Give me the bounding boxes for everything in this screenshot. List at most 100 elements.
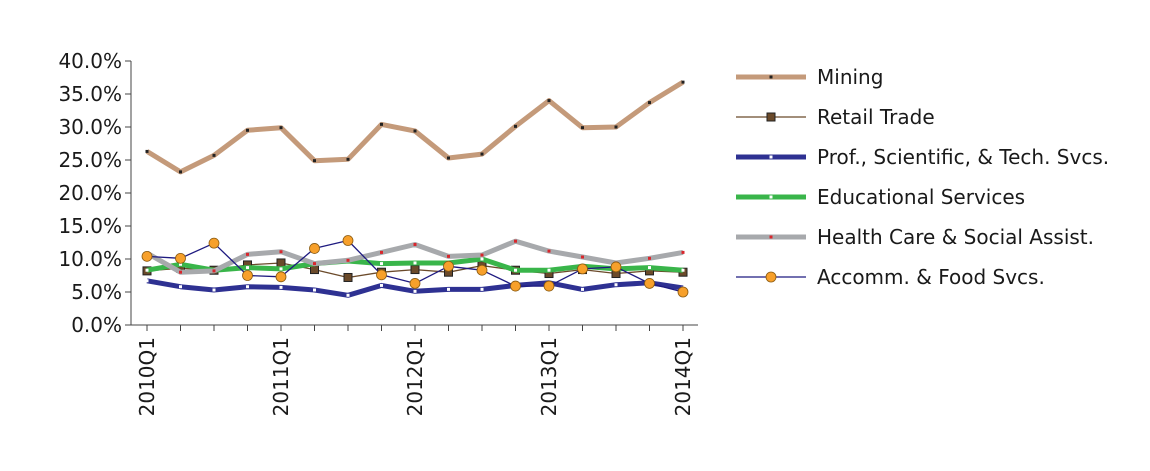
- data-point-accomm-food-svcs: [309, 243, 320, 254]
- data-point-prof-scientific-tech-svcs: [279, 285, 283, 289]
- x-tick-label: 2012Q1: [403, 337, 427, 416]
- legend-item-prof-scientific-tech-svcs: Prof., Scientific, & Tech. Svcs.: [736, 145, 1109, 169]
- data-point-accomm-food-svcs: [409, 278, 421, 289]
- data-point-mining: [145, 149, 149, 153]
- data-point-accomm-food-svcs: [376, 269, 387, 281]
- data-point-prof-scientific-tech-svcs: [246, 285, 249, 289]
- data-point-health-care-social-assist: [313, 262, 316, 266]
- y-tick-label: 20.0%: [58, 181, 122, 205]
- data-point-health-care-social-assist: [179, 270, 182, 274]
- legend-item-educational-services: Educational Services: [736, 185, 1025, 209]
- data-point-retail-trade: [410, 265, 420, 275]
- data-point-prof-scientific-tech-svcs: [614, 283, 618, 287]
- data-point-health-care-social-assist: [447, 254, 450, 258]
- data-point-educational-services: [648, 266, 651, 270]
- data-point-mining: [413, 129, 417, 133]
- data-point-educational-services: [246, 266, 249, 270]
- data-point-mining: [648, 101, 651, 105]
- legend: Mining Retail Trade Prof., Scientific, & T…: [736, 65, 1109, 289]
- data-point-mining: [246, 128, 249, 132]
- data-point-accomm-food-svcs: [476, 264, 488, 276]
- x-tick-label: 2014Q1: [671, 337, 695, 416]
- data-point-educational-services: [413, 261, 417, 265]
- data-point-mining: [480, 152, 484, 156]
- data-point-accomm-food-svcs: [543, 280, 555, 292]
- data-point-prof-scientific-tech-svcs: [179, 285, 182, 289]
- data-point-mining: [212, 153, 216, 157]
- data-point-prof-scientific-tech-svcs: [447, 287, 450, 291]
- data-point-accomm-food-svcs: [677, 286, 689, 298]
- series-prof-scientific-tech-svcs: [145, 278, 685, 298]
- data-point-educational-services: [480, 257, 484, 261]
- data-point-accomm-food-svcs: [208, 237, 220, 249]
- data-point-prof-scientific-tech-svcs: [145, 279, 149, 283]
- data-point-accomm-food-svcs: [175, 252, 186, 264]
- data-point-mining: [313, 159, 316, 163]
- x-tick-label: 2010Q1: [135, 337, 159, 416]
- legend-marker-health-care-social-assist: [769, 235, 773, 239]
- data-point-mining: [681, 80, 685, 84]
- data-point-health-care-social-assist: [681, 250, 685, 254]
- data-point-accomm-food-svcs: [610, 261, 622, 273]
- legend-label-retail-trade: Retail Trade: [817, 105, 935, 129]
- data-point-health-care-social-assist: [413, 242, 417, 246]
- data-point-accomm-food-svcs: [141, 250, 153, 262]
- data-point-prof-scientific-tech-svcs: [413, 289, 417, 293]
- data-point-health-care-social-assist: [581, 255, 584, 259]
- data-point-educational-services: [681, 268, 685, 272]
- plot-area: [141, 79, 689, 298]
- data-point-prof-scientific-tech-svcs: [212, 288, 216, 292]
- legend-marker-prof-scientific-tech-svcs: [769, 155, 773, 159]
- data-point-mining: [581, 126, 584, 130]
- data-point-mining: [547, 99, 551, 103]
- legend-marker-educational-services: [769, 195, 773, 199]
- data-point-health-care-social-assist: [480, 253, 484, 257]
- data-point-health-care-social-assist: [514, 239, 517, 243]
- x-tick-label: 2011Q1: [269, 337, 293, 416]
- data-point-health-care-social-assist: [346, 258, 350, 262]
- data-point-retail-trade: [310, 265, 319, 275]
- legend-item-health-care-social-assist: Health Care & Social Assist.: [736, 225, 1094, 249]
- data-point-retail-trade: [343, 272, 353, 282]
- legend-label-health-care-social-assist: Health Care & Social Assist.: [817, 225, 1094, 249]
- data-point-accomm-food-svcs: [275, 271, 287, 283]
- data-point-accomm-food-svcs: [510, 280, 521, 292]
- data-point-educational-services: [145, 268, 149, 272]
- legend-label-prof-scientific-tech-svcs: Prof., Scientific, & Tech. Svcs.: [817, 145, 1109, 169]
- y-tick-label: 25.0%: [58, 148, 122, 172]
- legend-marker-retail-trade: [766, 112, 776, 122]
- y-tick-label: 10.0%: [58, 247, 122, 271]
- data-point-mining: [346, 157, 350, 161]
- y-tick-label: 30.0%: [58, 115, 122, 139]
- y-tick-label: 40.0%: [58, 49, 122, 73]
- legend-marker-mining: [769, 75, 773, 79]
- data-point-mining: [279, 126, 283, 130]
- y-tick-label: 0.0%: [71, 313, 122, 337]
- data-point-educational-services: [514, 268, 517, 272]
- y-tick-label: 5.0%: [71, 280, 122, 304]
- data-point-accomm-food-svcs: [644, 278, 655, 289]
- data-point-health-care-social-assist: [380, 250, 383, 254]
- series-mining: [145, 79, 685, 175]
- legend-item-accomm-food-svcs: Accomm. & Food Svcs.: [736, 265, 1045, 289]
- data-point-prof-scientific-tech-svcs: [313, 288, 316, 292]
- x-tick-label: 2013Q1: [537, 337, 561, 416]
- data-point-mining: [447, 156, 450, 160]
- data-point-mining: [380, 122, 383, 126]
- legend-item-mining: Mining: [736, 65, 883, 89]
- legend-label-educational-services: Educational Services: [817, 185, 1025, 209]
- data-point-health-care-social-assist: [648, 256, 651, 260]
- legend-label-mining: Mining: [817, 65, 883, 89]
- y-tick-label: 15.0%: [58, 214, 122, 238]
- series-line-mining: [145, 79, 685, 175]
- data-point-prof-scientific-tech-svcs: [581, 287, 584, 291]
- data-point-mining: [614, 125, 618, 129]
- data-point-accomm-food-svcs: [342, 235, 354, 246]
- data-point-educational-services: [380, 262, 383, 266]
- data-point-health-care-social-assist: [246, 252, 249, 256]
- data-point-educational-services: [179, 262, 182, 266]
- data-point-prof-scientific-tech-svcs: [380, 283, 383, 287]
- series-accomm-food-svcs: [141, 235, 689, 298]
- data-point-retail-trade: [276, 258, 286, 268]
